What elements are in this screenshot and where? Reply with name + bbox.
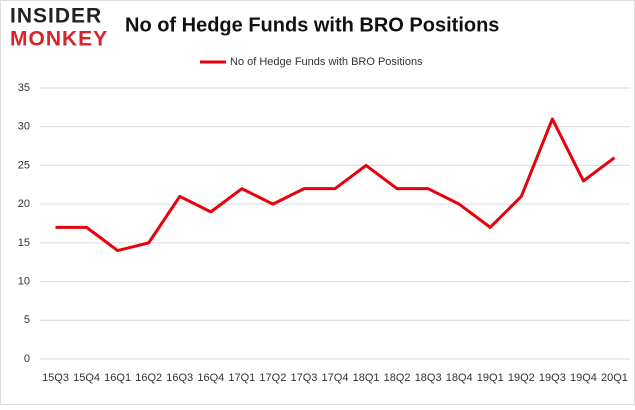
x-tick-label: 19Q4 bbox=[570, 372, 597, 384]
x-tick-label: 16Q2 bbox=[135, 372, 162, 384]
x-tick-label: 17Q1 bbox=[228, 372, 255, 384]
y-tick-label: 15 bbox=[18, 237, 30, 249]
logo-line2: MONKEY bbox=[10, 28, 108, 51]
x-tick-label: 18Q2 bbox=[384, 372, 411, 384]
x-tick-label: 19Q3 bbox=[539, 372, 566, 384]
chart-title: No of Hedge Funds with BRO Positions bbox=[125, 14, 499, 36]
y-tick-label: 0 bbox=[24, 353, 30, 365]
x-tick-label: 18Q3 bbox=[415, 372, 442, 384]
x-tick-label: 18Q4 bbox=[446, 372, 473, 384]
x-tick-label: 16Q3 bbox=[166, 372, 193, 384]
logo-line1: INSIDER bbox=[10, 5, 102, 28]
x-tick-label: 17Q4 bbox=[322, 372, 349, 384]
x-tick-label: 19Q1 bbox=[477, 372, 504, 384]
y-tick-label: 5 bbox=[24, 314, 30, 326]
x-tick-label: 15Q3 bbox=[42, 372, 69, 384]
y-tick-label: 20 bbox=[18, 198, 30, 210]
x-tick-label: 20Q1 bbox=[601, 372, 628, 384]
x-tick-label: 19Q2 bbox=[508, 372, 535, 384]
legend-label: No of Hedge Funds with BRO Positions bbox=[230, 56, 423, 68]
y-tick-label: 30 bbox=[18, 121, 30, 133]
y-tick-label: 25 bbox=[18, 159, 30, 171]
x-tick-label: 17Q3 bbox=[290, 372, 317, 384]
y-tick-label: 10 bbox=[18, 275, 30, 287]
x-tick-label: 16Q1 bbox=[104, 372, 131, 384]
x-tick-label: 16Q4 bbox=[197, 372, 224, 384]
y-tick-label: 35 bbox=[18, 82, 30, 94]
x-tick-label: 18Q1 bbox=[353, 372, 380, 384]
x-tick-label: 17Q2 bbox=[259, 372, 286, 384]
data-line bbox=[55, 117, 616, 253]
x-tick-label: 15Q4 bbox=[73, 372, 100, 384]
